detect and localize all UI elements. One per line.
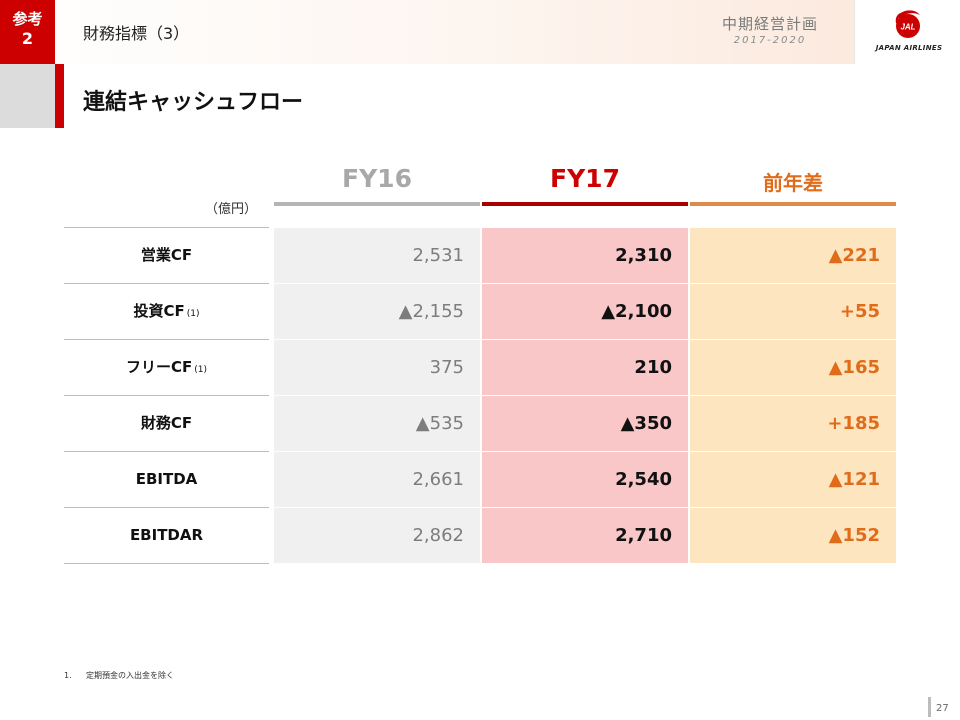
column-underline-diff (690, 202, 896, 206)
slide-header: 参考 2 財務指標（3） 中期経営計画 2017-2020 JAL JAPAN … (0, 0, 960, 64)
side-block-grey (0, 64, 55, 128)
row-label: EBITDA (64, 451, 269, 507)
fy16-cell: 2,531 (274, 228, 480, 283)
logo-wordmark: JAPAN AIRLINES (875, 44, 943, 52)
fy16-cell: ▲2,155 (274, 284, 480, 339)
row-label: EBITDAR (64, 507, 269, 564)
badge-label: 参考 (12, 10, 43, 28)
fy16-cell: 2,862 (274, 508, 480, 563)
diff-cell: ▲165 (690, 340, 896, 395)
row-label: フリーCF (1) (64, 339, 269, 395)
crane-logo-icon: JAL (895, 10, 920, 38)
plan-title: 中期経営計画 (721, 15, 818, 33)
row-label-text: 財務CF (140, 414, 193, 432)
reference-badge: 参考 2 (0, 0, 55, 64)
column-header-fy16: FY16 (342, 164, 412, 193)
footnote-number: 1. (64, 671, 72, 680)
section-title: 財務指標（3） (83, 24, 190, 43)
fy17-cell: 2,540 (482, 452, 688, 507)
fy17-cell: ▲350 (482, 396, 688, 451)
fy17-cell: 2,710 (482, 508, 688, 563)
column-underline-fy17 (482, 202, 688, 206)
fy16-cell: ▲535 (274, 396, 480, 451)
row-label: 投資CF (1) (64, 283, 269, 339)
unit-label: （億円） (205, 202, 258, 217)
diff-cell: +55 (690, 284, 896, 339)
footnote-marker: (1) (194, 365, 207, 375)
page-title: 連結キャッシュフロー (83, 90, 304, 115)
row-label-text: 投資CF (133, 302, 185, 320)
page-number: 27 (936, 703, 949, 714)
fy17-cell: ▲2,100 (482, 284, 688, 339)
page-number-divider (928, 697, 931, 717)
diff-cell: +185 (690, 396, 896, 451)
footnote-text: 定期預金の入出金を除く (86, 671, 174, 680)
fy16-cell: 375 (274, 340, 480, 395)
fy17-cell: 210 (482, 340, 688, 395)
plan-years: 2017-2020 (733, 35, 807, 46)
badge-number: 2 (21, 29, 34, 48)
row-label-text: 営業CF (140, 246, 193, 264)
logo-mark-text: JAL (900, 23, 915, 32)
footnote-marker: (1) (186, 309, 200, 319)
diff-cell: ▲221 (690, 228, 896, 283)
jal-logo: JAL JAPAN AIRLINES (854, 0, 960, 64)
fy16-cell: 2,661 (274, 452, 480, 507)
footnote: 1. 定期預金の入出金を除く (64, 670, 174, 681)
row-label-text: EBITDA (135, 470, 198, 488)
column-underline-fy16 (274, 202, 480, 206)
row-label-text: EBITDAR (129, 526, 204, 544)
row-label-text: フリーCF (125, 358, 193, 376)
diff-cell: ▲121 (690, 452, 896, 507)
column-header-fy17: FY17 (550, 164, 620, 193)
diff-cell: ▲152 (690, 508, 896, 563)
fy17-cell: 2,310 (482, 228, 688, 283)
side-block-red (55, 64, 64, 128)
column-header-diff: 前年差 (763, 171, 823, 195)
row-label: 営業CF (64, 227, 269, 283)
row-label: 財務CF (64, 395, 269, 451)
